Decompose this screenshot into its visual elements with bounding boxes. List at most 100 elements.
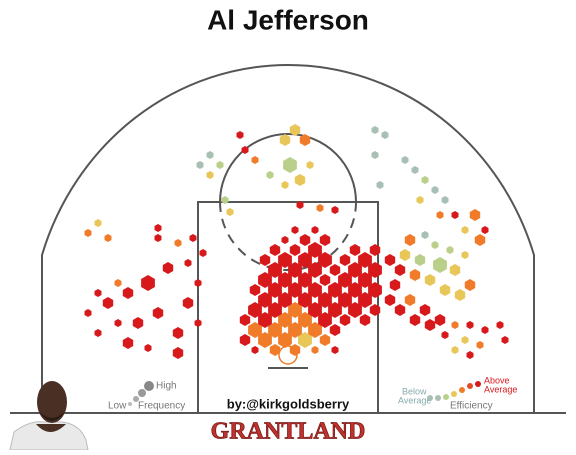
hex [381, 131, 389, 139]
hex [476, 341, 484, 349]
jersey [9, 421, 89, 451]
hex [376, 181, 384, 189]
hex [461, 251, 469, 259]
hex [259, 254, 271, 266]
hex [394, 304, 406, 316]
hex [94, 219, 102, 227]
hex [94, 329, 102, 337]
hex [404, 294, 416, 306]
hex [278, 252, 292, 268]
hex [278, 332, 292, 348]
hex [104, 234, 112, 242]
hex [404, 234, 416, 246]
hex [249, 284, 261, 296]
hex [464, 279, 476, 291]
hex [298, 292, 312, 308]
hex [152, 307, 164, 319]
hex [308, 242, 322, 258]
hex [258, 292, 272, 308]
hex [439, 284, 451, 296]
legend-hex [451, 391, 457, 397]
hex [319, 334, 331, 346]
legend-hex [133, 396, 139, 402]
hex [409, 314, 421, 326]
hex [196, 161, 204, 169]
hex [328, 302, 342, 318]
efficiency-legend: Below Average Above Average Efficiency [398, 375, 517, 411]
hex [331, 206, 339, 214]
hex [311, 226, 319, 234]
hex [461, 336, 469, 344]
hex [288, 302, 302, 318]
court [10, 64, 566, 414]
hex [258, 312, 272, 328]
hex [298, 272, 312, 288]
rim [278, 345, 298, 365]
hex [251, 156, 259, 164]
hex [266, 171, 274, 179]
hex [194, 279, 202, 287]
hex [296, 201, 304, 209]
legend-hex [475, 381, 481, 387]
hex [278, 272, 292, 288]
hex [248, 322, 262, 338]
head [37, 381, 67, 423]
hex [206, 171, 214, 179]
hex [431, 186, 439, 194]
hex [289, 244, 301, 256]
hex [281, 236, 289, 244]
hex [358, 292, 372, 308]
hex [114, 279, 122, 287]
beard [40, 412, 64, 421]
legend-label: Frequency [138, 401, 185, 412]
three-point-line [41, 64, 535, 413]
hex [358, 272, 372, 288]
hex [308, 302, 322, 318]
hex [236, 131, 244, 139]
legend-hex [144, 381, 154, 391]
hex [94, 289, 102, 297]
hexes [84, 124, 509, 359]
hex [369, 244, 381, 256]
hex [451, 346, 459, 354]
hex [329, 264, 341, 276]
legend-hex [467, 383, 473, 389]
hex [258, 332, 272, 348]
hex [294, 174, 306, 186]
hex [501, 336, 509, 344]
hex [122, 287, 134, 299]
hex [298, 332, 312, 348]
hex [132, 317, 144, 329]
free-throw-circle-dashed [219, 201, 357, 271]
hex [308, 322, 322, 338]
hex [318, 292, 332, 308]
hex [401, 156, 409, 164]
hex [414, 254, 426, 266]
hex [239, 334, 251, 346]
legend-label: Above [484, 375, 510, 385]
hex [338, 272, 352, 288]
hex [474, 234, 486, 246]
hex [348, 282, 362, 298]
hex [298, 252, 312, 268]
hex [184, 259, 192, 267]
hex [371, 126, 379, 134]
hex [431, 241, 439, 249]
hex [349, 244, 361, 256]
hex [466, 321, 474, 329]
hex [411, 166, 419, 174]
hex [394, 264, 406, 276]
hex [84, 309, 92, 317]
hex [451, 321, 459, 329]
hex [328, 282, 342, 298]
hex [434, 314, 446, 326]
hex [348, 302, 362, 318]
player-photo [9, 381, 89, 451]
hex [338, 292, 352, 308]
hex [279, 134, 291, 146]
hex [102, 297, 114, 309]
hex [369, 304, 381, 316]
hex [288, 322, 302, 338]
hex [248, 302, 262, 318]
